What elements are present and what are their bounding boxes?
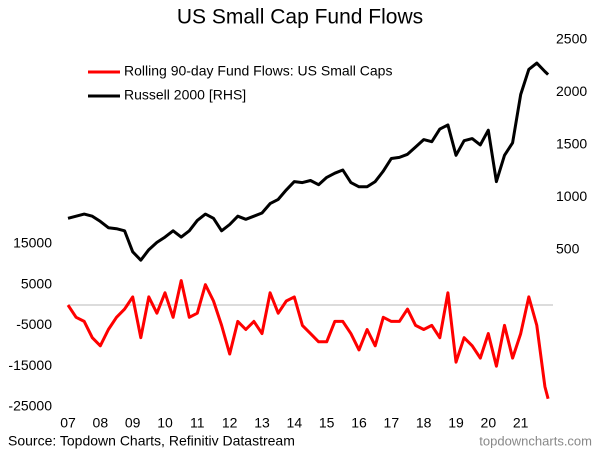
x-tick-label: 21 xyxy=(513,415,529,431)
x-tick-label: 11 xyxy=(190,415,205,431)
watermark: topdowncharts.com xyxy=(479,433,592,448)
legend-label: Russell 2000 [RHS] xyxy=(124,87,246,103)
x-tick-label: 18 xyxy=(416,415,432,431)
y2-tick-label: 500 xyxy=(556,240,580,256)
series-line xyxy=(66,279,550,400)
x-tick-label: 16 xyxy=(351,415,367,431)
x-tick-label: 09 xyxy=(125,415,141,431)
y2-tick-label: 2500 xyxy=(556,31,587,47)
y2-tick-label: 1500 xyxy=(556,136,587,152)
chart-title: US Small Cap Fund Flows xyxy=(177,6,423,29)
x-tick-label: 07 xyxy=(60,415,76,431)
y-tick-label: -15000 xyxy=(8,357,52,373)
x-tick-label: 08 xyxy=(93,415,109,431)
y2-tick-label: 1000 xyxy=(556,188,587,204)
x-tick-label: 13 xyxy=(254,415,270,431)
x-tick-label: 20 xyxy=(481,415,497,431)
x-tick-label: 10 xyxy=(157,415,173,431)
y-tick-label: -25000 xyxy=(8,398,52,414)
y2-tick-label: 2000 xyxy=(556,83,587,99)
y-tick-label: 5000 xyxy=(21,275,52,291)
x-tick-label: 15 xyxy=(319,415,335,431)
source: Source: Topdown Charts, Refinitiv Datast… xyxy=(8,433,295,449)
x-tick-label: 19 xyxy=(448,415,464,431)
x-tick-label: 14 xyxy=(287,415,303,431)
series-line xyxy=(67,61,550,262)
y-tick-label: -5000 xyxy=(16,316,52,332)
legend-label: Rolling 90-day Fund Flows: US Small Caps xyxy=(124,63,392,79)
x-tick-label: 17 xyxy=(384,415,400,431)
x-tick-label: 12 xyxy=(222,415,238,431)
y-tick-label: 15000 xyxy=(13,235,52,251)
